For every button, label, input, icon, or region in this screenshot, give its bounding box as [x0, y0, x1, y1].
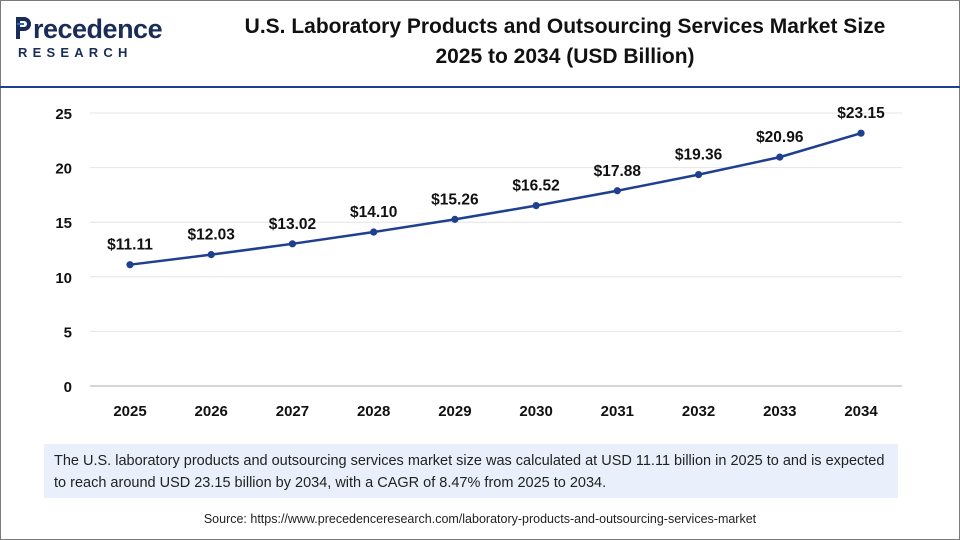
title-line-2: 2025 to 2034 (USD Billion) [435, 45, 695, 68]
x-tick-label: 2032 [682, 403, 715, 420]
x-tick-label: 2031 [601, 403, 634, 420]
data-label: $20.96 [756, 129, 804, 146]
x-axis: 2025 2026 2027 2028 2029 2030 2031 2032 2033 2034 [90, 385, 902, 420]
description-text: The U.S. laboratory products and outsour… [54, 453, 885, 491]
title-line-1: U.S. Laboratory Products and Outsourcing… [244, 15, 886, 38]
data-point [776, 153, 784, 161]
data-label: $14.10 [350, 204, 397, 221]
gridlines [90, 112, 902, 332]
data-labels: $11.11 $12.03 $13.02 $14.10 $15.26 $16.52 $17.… [107, 105, 885, 253]
logo-wordmark: recedence [14, 14, 163, 45]
y-tick-label: 5 [64, 324, 72, 341]
y-tick-label: 10 [55, 270, 72, 287]
data-point [207, 251, 215, 259]
data-label: $13.02 [269, 216, 316, 233]
source-text: Source: https://www.precedenceresearch.c… [203, 512, 757, 526]
description-box: The U.S. laboratory products and outsour… [44, 444, 898, 498]
data-label: $11.11 [107, 237, 153, 254]
data-point [613, 187, 621, 195]
logo-name-bottom: RESEARCH [18, 45, 133, 60]
data-point [857, 129, 865, 137]
data-label: $23.15 [837, 105, 885, 122]
x-tick-label: 2034 [844, 403, 878, 420]
logo-name-top: recedence [33, 14, 163, 44]
series-line [129, 132, 862, 266]
y-tick-label: 25 [55, 106, 72, 123]
data-point [370, 228, 378, 236]
data-label: $17.88 [594, 163, 642, 180]
x-tick-label: 2026 [195, 403, 228, 420]
data-points [126, 129, 865, 269]
x-tick-label: 2027 [276, 403, 309, 420]
data-point [694, 170, 703, 179]
header-divider [0, 86, 960, 88]
data-label: $16.52 [512, 178, 559, 195]
x-tick-label: 2025 [113, 403, 146, 420]
x-tick-label: 2028 [357, 403, 390, 420]
header: recedence RESEARCH U.S. Laboratory Produ… [0, 0, 960, 86]
x-tick-label: 2029 [438, 403, 471, 420]
data-point [451, 215, 459, 223]
y-tick-label: 15 [55, 215, 72, 232]
x-tick-label: 2033 [763, 403, 796, 420]
y-tick-label: 0 [64, 379, 72, 396]
brand-logo: recedence RESEARCH [14, 14, 174, 68]
data-point [532, 202, 540, 210]
data-label: $12.03 [188, 227, 236, 244]
data-point [288, 240, 297, 248]
y-axis: 0 5 10 15 20 25 [55, 106, 72, 396]
chart-title: U.S. Laboratory Products and Outsourcing… [190, 12, 940, 72]
x-tick-label: 2030 [519, 403, 552, 420]
data-label: $15.26 [431, 191, 479, 208]
data-label: $19.36 [675, 147, 723, 164]
data-point [126, 261, 134, 269]
logo-p-icon [14, 15, 32, 41]
y-tick-label: 20 [55, 161, 72, 178]
